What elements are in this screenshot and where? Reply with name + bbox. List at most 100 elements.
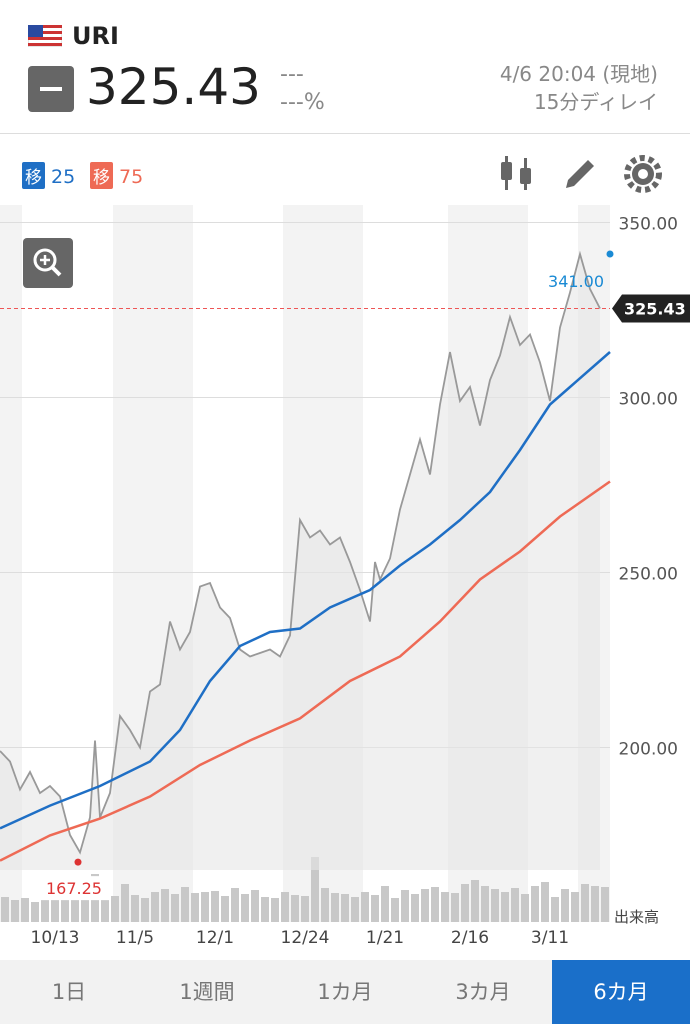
volume-bar [211, 891, 219, 922]
y-tick-label: 200.00 [619, 740, 678, 760]
tab[interactable]: 1カ月 [317, 980, 373, 1004]
change-pct: ---% [280, 90, 325, 115]
tab[interactable]: 1週間 [179, 980, 235, 1004]
x-tick-label: 2/16 [451, 928, 489, 948]
change: --- [280, 62, 304, 87]
volume-bar [431, 887, 439, 922]
volume-bar [381, 886, 389, 922]
volume-bar [61, 894, 69, 922]
volume-bar [531, 886, 539, 922]
zoom-handle [50, 265, 62, 277]
price-area [0, 254, 600, 870]
x-tick-label: 12/1 [196, 928, 234, 948]
volume-bar [191, 893, 199, 922]
volume-bar [201, 892, 209, 922]
tab[interactable]: 6カ月 [552, 960, 690, 1024]
volume-bar [31, 902, 39, 922]
high-label: 341.00 [548, 272, 604, 291]
volume-bar [161, 889, 169, 922]
volume-bar [351, 897, 359, 922]
tool-icons[interactable] [500, 154, 670, 194]
volume-bar [141, 898, 149, 922]
chart: 350.00 300.00 250.00 200.00 10/13 11/5 12/1 12/… [0, 205, 690, 948]
x-tick-label: 10/13 [31, 928, 80, 948]
ma-legend[interactable]: 移 25 [22, 162, 75, 189]
toolbar: 移 25 移 75 [0, 134, 690, 204]
volume-bar [471, 880, 479, 922]
x-tick-label: 12/24 [281, 928, 330, 948]
zoom-button[interactable] [23, 238, 73, 288]
flag [28, 25, 62, 47]
volume-bar [11, 900, 19, 922]
volume-bar [311, 857, 319, 922]
volume-bar [571, 892, 579, 922]
volume-bar [321, 888, 329, 922]
volume-bar [521, 894, 529, 922]
current-label: 325.43 [624, 299, 686, 318]
volume-bar [401, 890, 409, 922]
volume-bar [101, 892, 109, 922]
volume-bar [171, 894, 179, 922]
volume-bar [391, 898, 399, 922]
header: URI 325.43 --- ---% 4/6 20:04 (現地) 15分ディ… [0, 0, 690, 134]
volume-bar [271, 898, 279, 922]
volume-bar [541, 882, 549, 922]
volume-bar [441, 892, 449, 922]
volume-bar [371, 895, 379, 922]
x-tick-label: 11/5 [116, 928, 154, 948]
tabs: 1日 1週間 1カ月 3カ月 6カ月 [0, 960, 690, 1024]
volume-bar [301, 896, 309, 922]
line [0, 250, 601, 855]
volume-bar [601, 887, 609, 922]
y-tick-label: 350.00 [619, 215, 678, 235]
volume-bar [41, 896, 49, 922]
tab[interactable]: 1日 [51, 980, 87, 1004]
zoom-plus [40, 255, 50, 265]
current-tag [612, 294, 690, 323]
volume-bar [231, 888, 239, 922]
volume-bar [421, 889, 429, 922]
x-tick-label: 1/21 [366, 928, 404, 948]
volume-bar [71, 897, 79, 922]
volume-bar [1, 897, 9, 922]
y-tick-label: 250.00 [619, 565, 678, 585]
volume-bar [411, 894, 419, 922]
volume-bar [341, 894, 349, 922]
volume-label: 出来高 [614, 908, 659, 926]
symbol: URI [72, 22, 119, 50]
volume-bar [581, 884, 589, 922]
delay: 15分ディレイ [533, 90, 658, 114]
volume-bar [461, 884, 469, 922]
ma-badge: 移 [90, 162, 113, 189]
band [0, 205, 22, 922]
volume-bar [361, 892, 369, 922]
high-dot [606, 250, 614, 258]
volume-bar [491, 889, 499, 922]
volume-bar [181, 887, 189, 922]
line [0, 351, 611, 830]
volume-bar [241, 894, 249, 922]
zoom-bg [23, 238, 73, 288]
volume-bar [451, 893, 459, 922]
ma-legend[interactable]: 移 75 [90, 162, 143, 189]
low-label: 167.25 [46, 879, 102, 898]
x-tick-label: 3/11 [531, 928, 569, 948]
time: 4/6 20:04 (現地) [499, 62, 658, 86]
volume-bar [591, 886, 599, 922]
volume-bar [501, 892, 509, 922]
volume-bar [261, 897, 269, 922]
line [0, 480, 611, 862]
volume-bar [151, 892, 159, 922]
volume-bar [551, 897, 559, 922]
volume-bar [81, 900, 89, 922]
volume-bar [111, 896, 119, 922]
volume-bar [131, 895, 139, 922]
volume-bar [331, 893, 339, 922]
low-label-bg [38, 876, 110, 901]
volume-bar [291, 895, 299, 922]
volume-bar [21, 898, 29, 922]
volume-bar [511, 888, 519, 922]
volume-bar [221, 896, 229, 922]
tab[interactable]: 3カ月 [455, 980, 511, 1004]
